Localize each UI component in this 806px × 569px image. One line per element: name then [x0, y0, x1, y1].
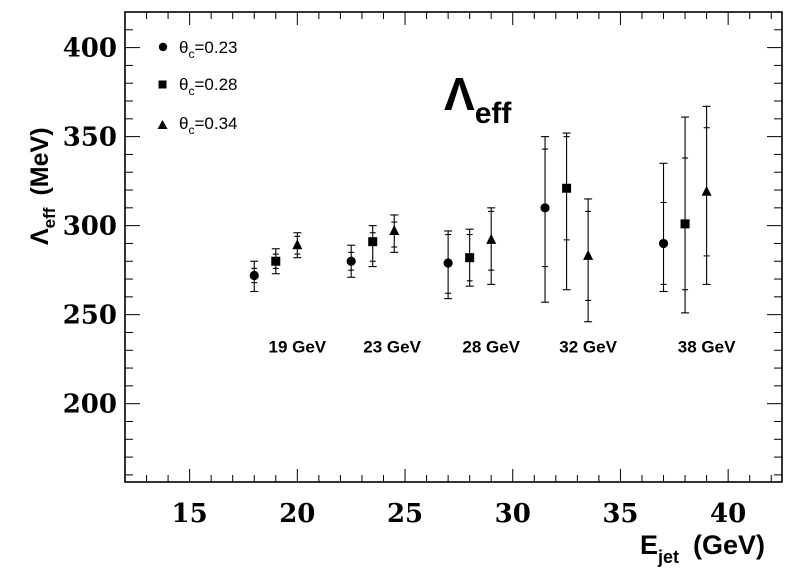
y-axis-label-main: Λ	[26, 228, 54, 245]
legend-marker-square	[158, 80, 167, 89]
y-tick-label: 350	[63, 123, 117, 153]
triangle-marker	[389, 224, 400, 235]
legend-label-2: θc=0.28	[179, 75, 237, 98]
x-axis-label-sub: jet	[657, 547, 679, 567]
series-3	[292, 105, 712, 323]
square-marker	[562, 183, 572, 193]
x-tick-label: 15	[172, 499, 208, 529]
chart-title-main: Λ	[444, 68, 475, 120]
y-axis-label-unit: (MeV)	[26, 127, 54, 195]
circle-marker	[346, 256, 356, 266]
legend-label-3: θc=0.34	[179, 114, 237, 137]
x-tick-label: 40	[710, 499, 746, 529]
axes	[124, 11, 783, 483]
energy-label: 28 GeV	[462, 338, 520, 357]
series-2	[271, 116, 690, 314]
circle-marker	[443, 258, 453, 268]
triangle-marker	[486, 233, 497, 244]
plot-frame	[124, 11, 783, 483]
y-tick-label: 400	[63, 34, 117, 64]
circle-marker	[658, 238, 669, 249]
y-tick-label: 200	[63, 390, 117, 420]
data-points	[249, 105, 712, 323]
square-marker	[271, 256, 281, 266]
energy-label: 32 GeV	[559, 338, 617, 357]
square-marker	[368, 237, 378, 247]
series-1	[249, 136, 669, 303]
chart-title: Λeff	[444, 68, 512, 130]
legend: θc=0.23 θc=0.28 θc=0.34	[157, 38, 237, 137]
y-tick-label: 300	[63, 212, 117, 242]
circle-marker	[540, 203, 550, 213]
legend-marker-triangle	[157, 120, 168, 129]
x-tick-label: 20	[279, 499, 315, 529]
energy-label: 19 GeV	[268, 338, 326, 357]
legend-marker-circle	[158, 42, 168, 52]
energy-annotations: 19 GeV 23 GeV 28 GeV 32 GeV 38 GeV	[268, 338, 736, 357]
square-marker	[680, 219, 690, 229]
square-marker	[465, 253, 475, 263]
legend-label-1: θc=0.23	[179, 38, 237, 61]
triangle-marker	[583, 249, 594, 260]
circle-marker	[249, 270, 259, 281]
y-axis-label-sub: eff	[40, 207, 59, 228]
x-axis-label: Ejet (GeV)	[640, 530, 765, 567]
y-axis-label: Λeff (MeV)	[26, 127, 59, 245]
tick-labels: 15 20 25 30 35 40 200 250 300 350 400	[63, 34, 747, 529]
x-tick-label: 25	[387, 499, 423, 529]
x-tick-label: 30	[495, 499, 531, 529]
energy-label: 23 GeV	[363, 338, 421, 357]
energy-label: 38 GeV	[678, 338, 736, 357]
x-axis-label-unit: (GeV)	[693, 530, 765, 560]
triangle-marker	[701, 185, 712, 196]
triangle-marker	[292, 239, 303, 250]
chart-title-sub: eff	[475, 97, 513, 130]
x-axis-label-main: E	[640, 530, 658, 560]
y-tick-label: 250	[63, 301, 117, 331]
x-tick-label: 35	[602, 499, 638, 529]
